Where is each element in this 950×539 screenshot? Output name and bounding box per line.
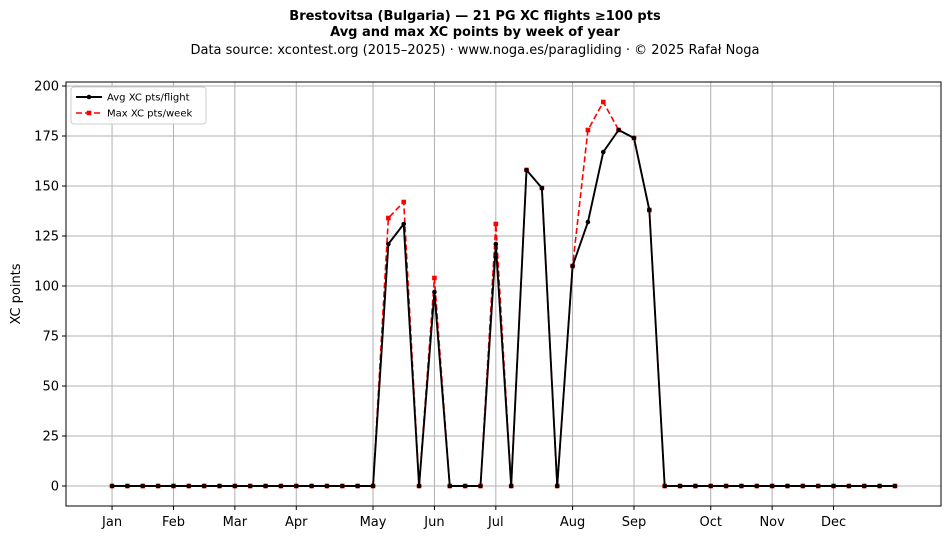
avg-series-point: [247, 483, 253, 489]
avg-series-point: [754, 483, 760, 489]
x-tick-label: Mar: [223, 515, 248, 530]
chart-title: Brestovitsa (Bulgaria) — 21 PG XC flight…: [289, 9, 661, 24]
grid: [66, 82, 941, 506]
avg-series-point: [877, 483, 882, 489]
avg-series-point: [631, 135, 637, 141]
avg-series-point: [600, 149, 606, 155]
avg-series-point: [508, 483, 514, 489]
chart-source-note: Data source: xcontest.org (2015–2025) · …: [190, 43, 760, 58]
x-tick-label: Jan: [101, 515, 122, 530]
axis-ticks: Jan Feb Mar Apr May Jun Jul Aug Sep Oct Nov Dec 0 25 5…: [34, 80, 846, 531]
avg-series-point: [739, 483, 744, 489]
max-series-point: [432, 275, 437, 281]
avg-series-point: [616, 127, 621, 133]
avg-series-point: [125, 483, 130, 489]
max-series-point: [401, 199, 407, 205]
avg-series-point: [677, 483, 683, 489]
x-tick-label: Aug: [560, 515, 585, 530]
y-tick-label: 25: [42, 430, 59, 445]
avg-series-point: [324, 483, 330, 489]
chart-subtitle: Avg and max XC points by week of year: [330, 25, 620, 40]
legend: Avg XC pts/flight Max XC pts/week: [70, 86, 207, 125]
legend-swatch-marker: [86, 110, 92, 116]
avg-series-point: [186, 483, 192, 489]
avg-series-point: [815, 483, 821, 489]
avg-series-point: [693, 483, 698, 489]
legend-box: [70, 86, 207, 125]
avg-series-point: [539, 185, 545, 191]
avg-series-point: [570, 263, 575, 269]
x-tick-label: Sep: [622, 515, 647, 530]
avg-series-point: [892, 483, 898, 489]
avg-series-point: [401, 221, 407, 227]
avg-series-point: [524, 167, 529, 173]
avg-series-point: [493, 241, 499, 247]
avg-series-point: [861, 483, 867, 489]
max-series-point: [585, 127, 591, 133]
avg-series-point: [309, 483, 314, 489]
avg-series-point: [647, 207, 652, 213]
avg-series-point: [217, 483, 222, 489]
y-tick-label: 50: [42, 380, 59, 395]
y-tick-label: 0: [51, 480, 59, 495]
avg-series-point: [447, 483, 453, 489]
legend-label: Avg XC pts/flight: [107, 93, 190, 104]
avg-series-point: [662, 483, 667, 489]
x-tick-label: Jun: [423, 515, 444, 530]
legend-label: Max XC pts/week: [107, 109, 192, 120]
avg-series-point: [370, 483, 376, 489]
avg-series-point: [140, 483, 146, 489]
avg-series-point: [355, 483, 360, 489]
avg-series-point: [201, 483, 207, 489]
avg-series-point: [785, 483, 790, 489]
avg-series-point: [155, 483, 161, 489]
series-layer: [109, 99, 898, 489]
avg-series-point: [585, 219, 591, 225]
y-tick-label: 100: [34, 280, 59, 295]
x-tick-label: Dec: [821, 515, 846, 530]
x-tick-label: Feb: [162, 515, 185, 530]
x-tick-label: Apr: [285, 515, 308, 530]
avg-series-point: [831, 483, 836, 489]
max-series-line: [112, 101, 895, 487]
avg-series-point: [340, 483, 345, 489]
avg-series-point: [723, 483, 729, 489]
avg-series-point: [386, 241, 391, 247]
y-tick-label: 200: [34, 80, 59, 95]
avg-series-point: [800, 483, 806, 489]
max-series-point: [600, 99, 606, 105]
avg-series-point: [478, 483, 483, 489]
avg-series-point: [708, 483, 714, 489]
x-tick-label: Jul: [487, 515, 504, 530]
x-tick-label: Oct: [699, 515, 721, 530]
y-tick-label: 175: [34, 130, 59, 145]
avg-series-point: [432, 289, 437, 295]
avg-series-point: [846, 483, 852, 489]
x-tick-label: Nov: [759, 515, 785, 530]
x-tick-label: May: [360, 515, 387, 530]
plot-frame: [65, 81, 942, 507]
avg-series-point: [263, 483, 268, 489]
avg-series-point: [171, 483, 176, 489]
avg-series-point: [232, 483, 238, 489]
max-series-point: [386, 215, 391, 221]
legend-swatch-marker: [86, 94, 92, 100]
max-series-point: [493, 221, 499, 227]
y-tick-label: 125: [34, 230, 59, 245]
y-axis-label: XC points: [9, 263, 24, 324]
avg-series-point: [462, 483, 468, 489]
avg-series-point: [293, 483, 299, 489]
avg-series-line: [112, 129, 895, 487]
y-tick-label: 75: [42, 330, 59, 345]
avg-series-point: [109, 483, 115, 489]
y-tick-label: 150: [34, 180, 59, 195]
avg-series-point: [416, 483, 422, 489]
avg-series-point: [769, 483, 775, 489]
avg-series-point: [554, 483, 560, 489]
avg-series-point: [278, 483, 284, 489]
